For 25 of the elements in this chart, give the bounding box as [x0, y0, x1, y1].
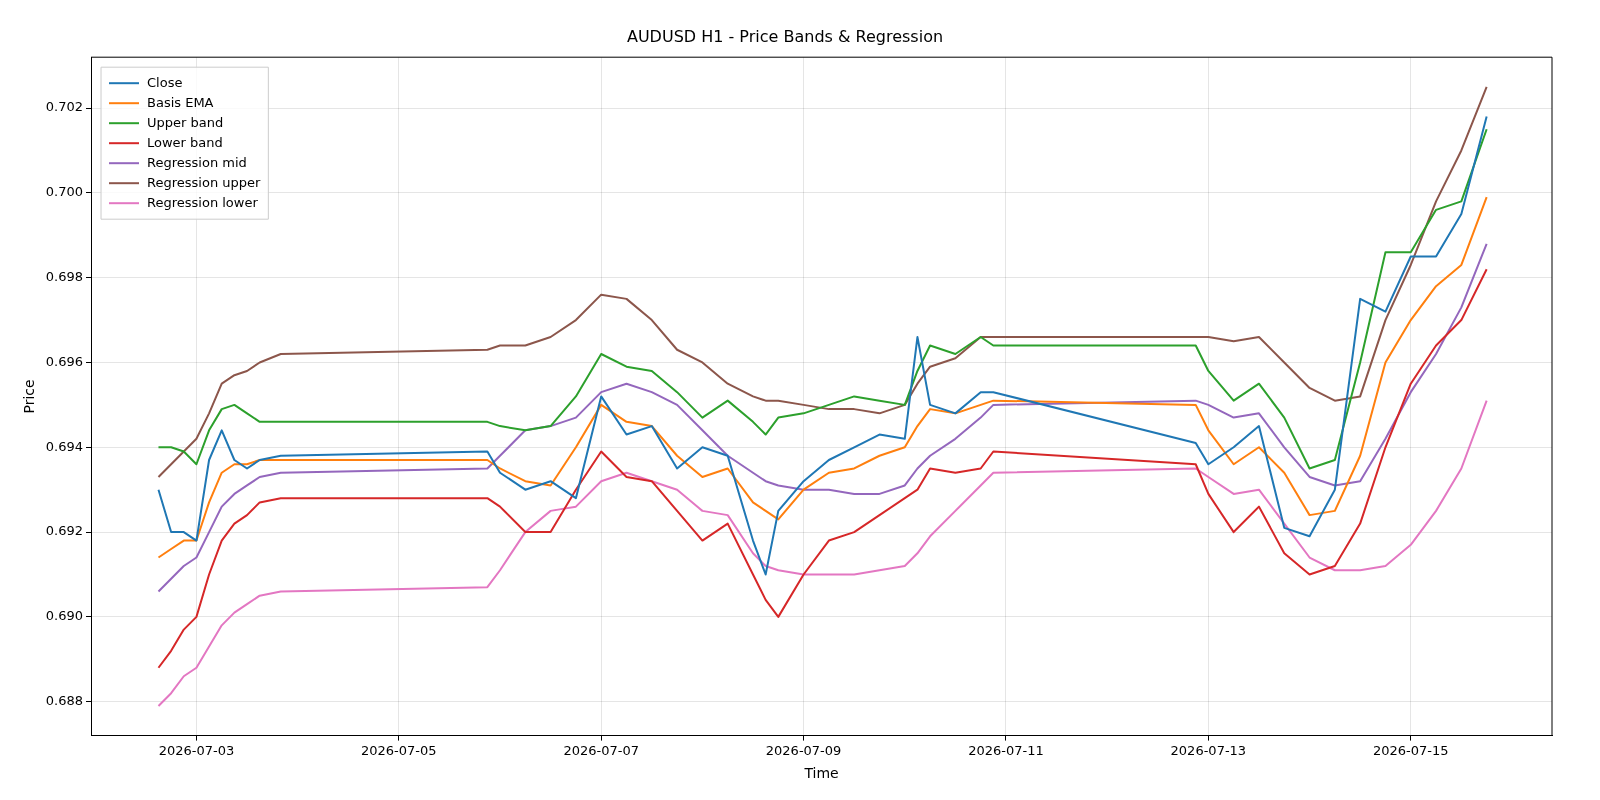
legend-label: Upper band — [147, 114, 224, 130]
x-tick-label: 2026-07-11 — [968, 742, 1044, 758]
legend-label: Close — [147, 74, 183, 90]
y-axis-title: Price — [21, 379, 38, 414]
y-tick-label: 0.698 — [45, 269, 84, 285]
chart-title: AUDUSD H1 - Price Bands & Regression — [626, 26, 944, 46]
y-tick-label: 0.688 — [45, 693, 84, 709]
y-tick-label: 0.700 — [45, 184, 84, 200]
legend-label: Regression mid — [147, 154, 247, 170]
y-tick-label: 0.690 — [45, 608, 84, 624]
x-tick-label: 2026-07-03 — [158, 742, 235, 758]
legend-label: Regression lower — [147, 194, 259, 210]
x-tick-label: 2026-07-05 — [361, 742, 437, 758]
y-tick-label: 0.696 — [45, 353, 84, 369]
x-axis-title: Time — [803, 765, 839, 782]
x-tick-label: 2026-07-15 — [1372, 742, 1449, 758]
legend-label: Basis EMA — [147, 94, 214, 110]
y-tick-label: 0.694 — [45, 438, 84, 454]
y-tick-label: 0.702 — [45, 99, 84, 115]
x-tick-label: 2026-07-13 — [1170, 742, 1247, 758]
x-tick-label: 2026-07-07 — [563, 742, 639, 758]
legend-label: Lower band — [147, 134, 223, 150]
legend-label: Regression upper — [147, 174, 261, 190]
x-tick-label: 2026-07-09 — [765, 742, 842, 758]
y-tick-label: 0.692 — [45, 523, 84, 539]
